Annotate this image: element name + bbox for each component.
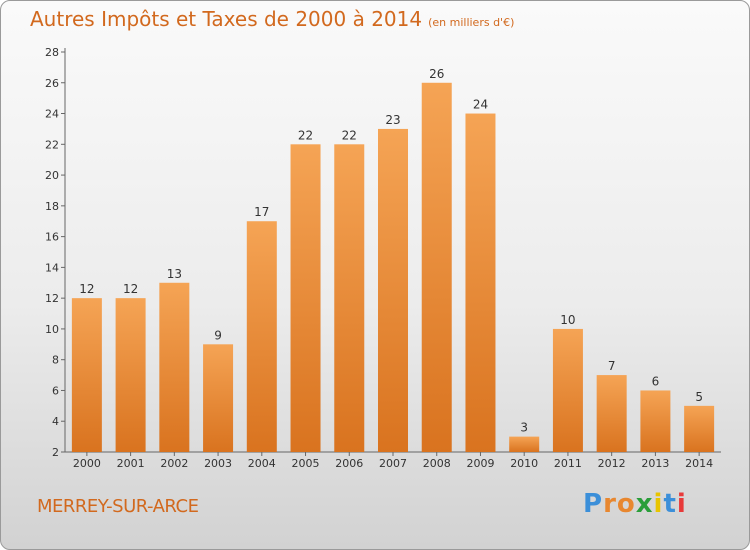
logo-letter: o bbox=[616, 489, 636, 519]
y-tick-label: 6 bbox=[52, 384, 59, 397]
data-label: 26 bbox=[429, 67, 444, 81]
bar bbox=[290, 144, 321, 453]
x-tick-label: 2007 bbox=[379, 457, 407, 470]
data-label: 24 bbox=[473, 98, 488, 112]
x-tick-label: 2013 bbox=[641, 457, 669, 470]
data-label: 23 bbox=[385, 113, 400, 127]
data-label: 22 bbox=[342, 128, 357, 142]
y-tick-label: 16 bbox=[45, 231, 59, 244]
y-tick-label: 18 bbox=[45, 200, 59, 213]
bar bbox=[596, 375, 627, 452]
data-label: 5 bbox=[695, 390, 703, 404]
y-tick-label: 28 bbox=[45, 46, 59, 59]
data-label: 7 bbox=[608, 359, 616, 373]
x-tick-label: 2002 bbox=[160, 457, 188, 470]
chart-subtitle: (en milliers d'€) bbox=[428, 16, 515, 29]
x-tick-label: 2014 bbox=[685, 457, 713, 470]
y-tick-label: 22 bbox=[45, 138, 59, 151]
data-label: 3 bbox=[520, 421, 528, 435]
logo-letter: i bbox=[653, 489, 664, 519]
x-tick-label: 2006 bbox=[335, 457, 363, 470]
x-tick-label: 2003 bbox=[204, 457, 232, 470]
data-label: 12 bbox=[79, 282, 94, 296]
x-tick-label: 2010 bbox=[510, 457, 538, 470]
bar bbox=[203, 344, 234, 452]
data-label: 22 bbox=[298, 128, 313, 142]
bar bbox=[684, 405, 715, 452]
x-tick-label: 2001 bbox=[117, 457, 145, 470]
logo-letter: r bbox=[603, 489, 617, 519]
data-label: 10 bbox=[560, 313, 575, 327]
bar bbox=[159, 282, 190, 452]
bar bbox=[552, 328, 583, 452]
x-tick-label: 2008 bbox=[423, 457, 451, 470]
y-tick-label: 2 bbox=[52, 446, 59, 459]
bar bbox=[71, 298, 102, 452]
bar bbox=[421, 82, 452, 453]
commune-name: MERREY-SUR-ARCE bbox=[37, 496, 199, 517]
y-tick-label: 14 bbox=[45, 261, 59, 274]
chart-title-text: Autres Impôts et Taxes de 2000 à 2014 bbox=[30, 7, 423, 31]
y-tick-label: 20 bbox=[45, 169, 59, 182]
y-tick-label: 10 bbox=[45, 323, 59, 336]
x-tick-label: 2012 bbox=[598, 457, 626, 470]
data-label: 13 bbox=[167, 267, 182, 281]
x-tick-label: 2000 bbox=[73, 457, 101, 470]
data-label: 17 bbox=[254, 205, 269, 219]
y-tick-label: 24 bbox=[45, 108, 59, 121]
bar bbox=[115, 298, 146, 452]
y-tick-label: 12 bbox=[45, 292, 59, 305]
x-tick-label: 2009 bbox=[466, 457, 494, 470]
bar bbox=[378, 128, 408, 452]
data-label: 12 bbox=[123, 282, 138, 296]
chart-bars bbox=[71, 82, 715, 453]
bar bbox=[465, 113, 496, 453]
x-tick-label: 2011 bbox=[554, 457, 582, 470]
x-tick-label: 2004 bbox=[248, 457, 276, 470]
y-tick-label: 26 bbox=[45, 77, 59, 90]
data-label: 9 bbox=[214, 328, 222, 342]
bar bbox=[509, 436, 540, 452]
logo-letter: t bbox=[663, 489, 677, 519]
y-tick-label: 4 bbox=[52, 415, 59, 428]
chart-labels: 12 12 13 9 17 22 22 23 26 24 3 10 7 6 5 bbox=[79, 67, 703, 435]
logo-letter: P bbox=[583, 489, 604, 519]
bar bbox=[334, 144, 365, 453]
bar bbox=[246, 221, 277, 452]
bar bbox=[640, 390, 671, 452]
data-label: 6 bbox=[652, 374, 660, 388]
logo-letter: x bbox=[635, 489, 654, 519]
x-tick-label: 2005 bbox=[292, 457, 320, 470]
chart-title: Autres Impôts et Taxes de 2000 à 2014 (en… bbox=[30, 7, 514, 31]
proxiti-logo[interactable]: Proxiti bbox=[583, 489, 687, 519]
y-tick-label: 8 bbox=[52, 354, 59, 367]
logo-letter: i bbox=[676, 489, 687, 519]
